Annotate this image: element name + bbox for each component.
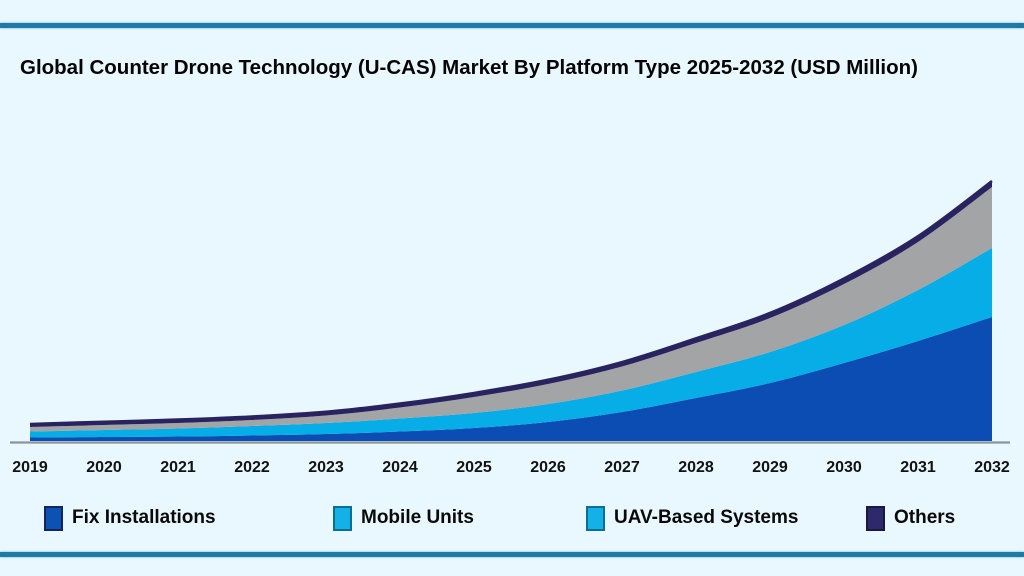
legend-swatch-fix-installations xyxy=(44,505,63,531)
legend-label: Others xyxy=(894,507,956,528)
legend-item-mobile-units: Mobile Units xyxy=(333,504,474,532)
legend-item-others: Others xyxy=(866,504,955,532)
area-band-uav-based-systems xyxy=(30,187,992,432)
bottom-border-line xyxy=(0,552,1024,557)
stack-top-line xyxy=(29,179,993,426)
x-axis-label-2027: 2027 xyxy=(604,459,640,476)
legend-label: Fix Installations xyxy=(72,507,216,528)
x-axis-label-2024: 2024 xyxy=(382,459,418,476)
x-axis-label-2031: 2031 xyxy=(900,459,936,476)
x-axis-label-2026: 2026 xyxy=(530,459,566,476)
x-axis-label-2032: 2032 xyxy=(974,459,1010,476)
x-axis-label-2030: 2030 xyxy=(826,459,862,476)
legend-swatch-mobile-units xyxy=(333,505,352,531)
legend-swatch-others xyxy=(866,505,885,531)
x-axis-label-2019: 2019 xyxy=(12,459,48,476)
x-axis-label-2028: 2028 xyxy=(678,459,714,476)
area-band-mobile-units xyxy=(30,248,992,438)
chart-legend: Fix Installations Mobile Units UAV-Based… xyxy=(0,504,1024,538)
chart-title: Global Counter Drone Technology (U-CAS) … xyxy=(20,56,918,79)
x-axis-label-2023: 2023 xyxy=(308,459,344,476)
legend-swatch-uav-based-systems xyxy=(586,505,605,531)
x-axis-label-2029: 2029 xyxy=(752,459,788,476)
legend-label: Mobile Units xyxy=(361,507,474,528)
x-axis-label-2020: 2020 xyxy=(86,459,122,476)
legend-label: UAV-Based Systems xyxy=(614,507,799,528)
x-axis-label-2022: 2022 xyxy=(234,459,270,476)
legend-item-fix-installations: Fix Installations xyxy=(44,504,216,532)
area-band-others xyxy=(30,181,992,427)
top-border-line xyxy=(0,23,1024,28)
x-axis-label-2021: 2021 xyxy=(160,459,196,476)
legend-item-uav-based-systems: UAV-Based Systems xyxy=(586,504,798,532)
x-axis-label-2025: 2025 xyxy=(456,459,492,476)
area-band-fix-installations xyxy=(30,317,992,441)
